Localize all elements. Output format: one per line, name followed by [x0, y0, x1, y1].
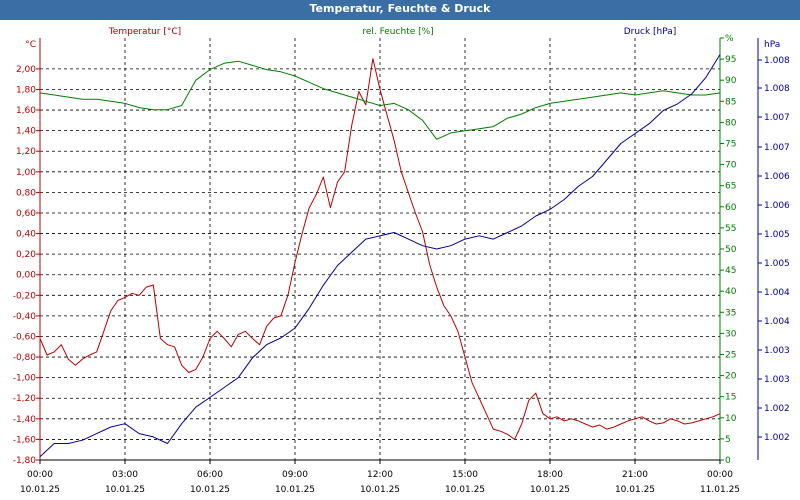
- temperature-tick-label: -0,80: [13, 353, 37, 363]
- humidity-tick-label: 65: [725, 182, 736, 192]
- humidity-tick-label: 55: [725, 224, 736, 234]
- temperature-tick-label: -1,20: [13, 394, 37, 404]
- pressure-tick-label: 1.004: [764, 317, 790, 327]
- temperature-tick-label: -1,00: [13, 374, 37, 384]
- x-tick-date-label: 10.01.25: [360, 485, 400, 495]
- temperature-tick-label: 0,80: [16, 188, 36, 198]
- temperature-tick-label: 0,60: [16, 209, 36, 219]
- humidity-tick-label: 15: [725, 393, 736, 403]
- pressure-tick-label: 1.005: [764, 259, 790, 269]
- temperature-tick-label: -1,80: [13, 456, 37, 466]
- x-tick-time-label: 00:00: [707, 470, 733, 480]
- temperature-tick-label: 1,60: [16, 106, 36, 116]
- humidity-tick-label: 50: [725, 245, 737, 255]
- chart-title: Temperatur, Feuchte & Druck: [0, 0, 800, 20]
- x-tick-time-label: 09:00: [282, 470, 308, 480]
- humidity-tick-label: 85: [725, 97, 736, 107]
- x-tick-time-label: 03:00: [112, 470, 138, 480]
- x-tick-time-label: 06:00: [197, 470, 223, 480]
- x-tick-date-label: 10.01.25: [275, 485, 315, 495]
- temperature-tick-label: 0,40: [16, 230, 36, 240]
- plot-frame: [39, 38, 759, 461]
- humidity-tick-label: 40: [725, 287, 737, 297]
- humidity-tick-label: 20: [725, 372, 737, 382]
- pressure-tick-label: 1.008: [764, 84, 790, 94]
- x-tick-date-label: 11.01.25: [700, 485, 740, 495]
- temperature-tick-label: -0,60: [13, 332, 37, 342]
- pressure-series-line: [39, 54, 721, 458]
- humidity-tick-label: 35: [725, 308, 736, 318]
- x-tick-date-label: 10.01.25: [105, 485, 145, 495]
- x-tick-date-label: 10.01.25: [445, 485, 485, 495]
- temperature-tick-label: 1,40: [16, 127, 36, 137]
- humidity-tick-label: 10: [725, 414, 737, 424]
- x-tick-time-label: 15:00: [452, 470, 478, 480]
- x-tick-date-label: 10.01.25: [20, 485, 60, 495]
- temperature-legend-label: Temperatur [°C]: [108, 27, 181, 37]
- temperature-tick-label: -0,20: [13, 291, 37, 301]
- humidity-tick-label: 60: [725, 203, 737, 213]
- humidity-tick-label: 45: [725, 266, 736, 276]
- pressure-unit-label: hPa: [764, 40, 780, 50]
- humidity-legend-label: rel. Feuchte [%]: [362, 27, 433, 37]
- pressure-tick-label: 1.003: [764, 375, 790, 385]
- pressure-tick-label: 1.005: [764, 230, 790, 240]
- temperature-series-line: [39, 58, 721, 440]
- humidity-tick-label: 95: [725, 55, 736, 65]
- humidity-tick-label: 30: [725, 329, 737, 339]
- humidity-tick-label: 75: [725, 140, 736, 150]
- temperature-tick-label: 2,00: [16, 65, 36, 75]
- pressure-tick-label: 1.003: [764, 346, 790, 356]
- humidity-tick-label: %: [725, 34, 734, 44]
- pressure-tick-label: 1.008: [764, 56, 790, 66]
- pressure-tick-label: 1.006: [764, 172, 790, 182]
- x-tick-date-label: 10.01.25: [530, 485, 570, 495]
- x-tick-time-label: 12:00: [367, 470, 393, 480]
- humidity-tick-label: 0: [725, 456, 731, 466]
- temperature-tick-label: 0,00: [16, 271, 36, 281]
- humidity-tick-label: 90: [725, 76, 737, 86]
- pressure-tick-label: 1.004: [764, 288, 790, 298]
- humidity-tick-label: 5: [725, 435, 731, 445]
- temperature-tick-label: -1,40: [13, 415, 37, 425]
- pressure-tick-label: 1.006: [764, 201, 790, 211]
- chart-grid: [40, 38, 720, 460]
- chart-series: [39, 54, 721, 458]
- x-tick-date-label: 10.01.25: [190, 485, 230, 495]
- pressure-tick-label: 1.007: [764, 143, 790, 153]
- temperature-tick-label: 0,20: [16, 250, 36, 260]
- temperature-unit-label: °C: [25, 40, 36, 50]
- temperature-tick-label: 1,80: [16, 85, 36, 95]
- x-tick-date-label: 10.01.25: [615, 485, 655, 495]
- pressure-legend-label: Druck [hPa]: [624, 27, 677, 37]
- temperature-tick-label: -1,60: [13, 435, 37, 445]
- humidity-tick-label: 70: [725, 161, 737, 171]
- humidity-tick-label: 80: [725, 118, 737, 128]
- pressure-tick-label: 1.002: [764, 404, 790, 414]
- temperature-tick-label: 1,20: [16, 147, 36, 157]
- temperature-tick-label: -0,40: [13, 312, 37, 322]
- humidity-tick-label: 25: [725, 351, 736, 361]
- x-tick-time-label: 00:00: [27, 470, 53, 480]
- humidity-series-line: [39, 60, 721, 140]
- pressure-tick-label: 1.007: [764, 113, 790, 123]
- pressure-tick-label: 1.002: [764, 433, 790, 443]
- x-tick-time-label: 18:00: [537, 470, 563, 480]
- temperature-tick-label: 1,00: [16, 168, 36, 178]
- chart-axes: -1,80 -1,60 -1,40 -1,20 -1,00 -0,80 -0,60 -0,40…: [13, 27, 790, 495]
- x-tick-time-label: 21:00: [622, 470, 648, 480]
